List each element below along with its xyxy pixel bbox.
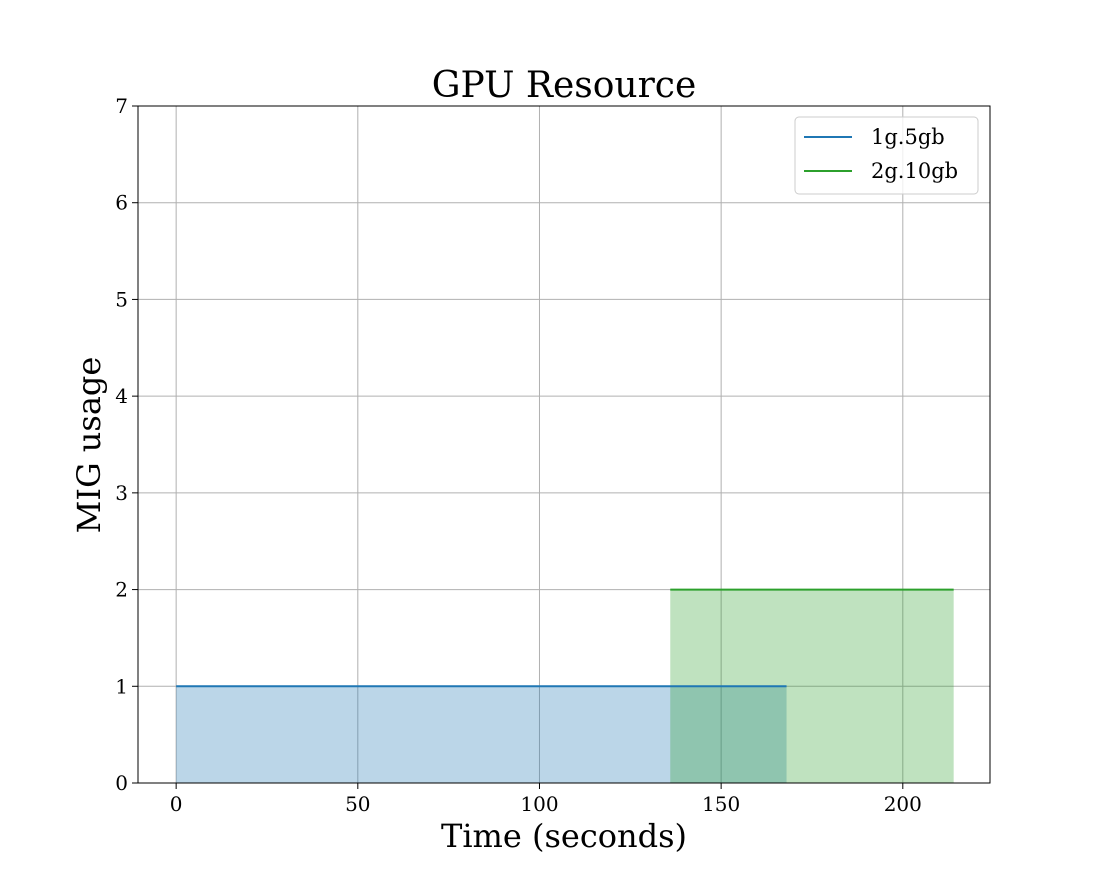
y-tick-label: 6 xyxy=(115,191,128,215)
plot-frame xyxy=(137,105,991,784)
tick-layer: 0 50 100 150 200 0 1 2 3 4 5 6 7 xyxy=(115,94,922,816)
line-layer xyxy=(176,588,954,688)
y-tick-label: 2 xyxy=(115,578,128,602)
y-tick-label: 1 xyxy=(115,674,128,698)
chart-title: GPU Resource xyxy=(432,65,697,106)
y-tick-label: 5 xyxy=(115,287,128,311)
x-tick-label: 200 xyxy=(884,792,922,816)
y-tick-label: 7 xyxy=(115,94,128,118)
y-tick-label: 3 xyxy=(115,481,128,505)
y-tick-label: 0 xyxy=(115,771,128,795)
x-tick-label: 150 xyxy=(702,792,740,816)
x-tick-label: 100 xyxy=(520,792,558,816)
x-tick-label: 50 xyxy=(345,792,370,816)
legend-label-2g.10gb: 2g.10gb xyxy=(871,159,958,183)
x-axis-label: Time (seconds) xyxy=(441,817,687,855)
y-axis-label: MIG usage xyxy=(70,357,108,534)
legend: 1g.5gb 2g.10gb xyxy=(794,116,979,195)
legend-label-1g.5gb: 1g.5gb xyxy=(871,125,945,149)
x-tick-label: 0 xyxy=(170,792,183,816)
series-1g.5gb-area xyxy=(176,686,787,783)
y-tick-label: 4 xyxy=(115,384,128,408)
